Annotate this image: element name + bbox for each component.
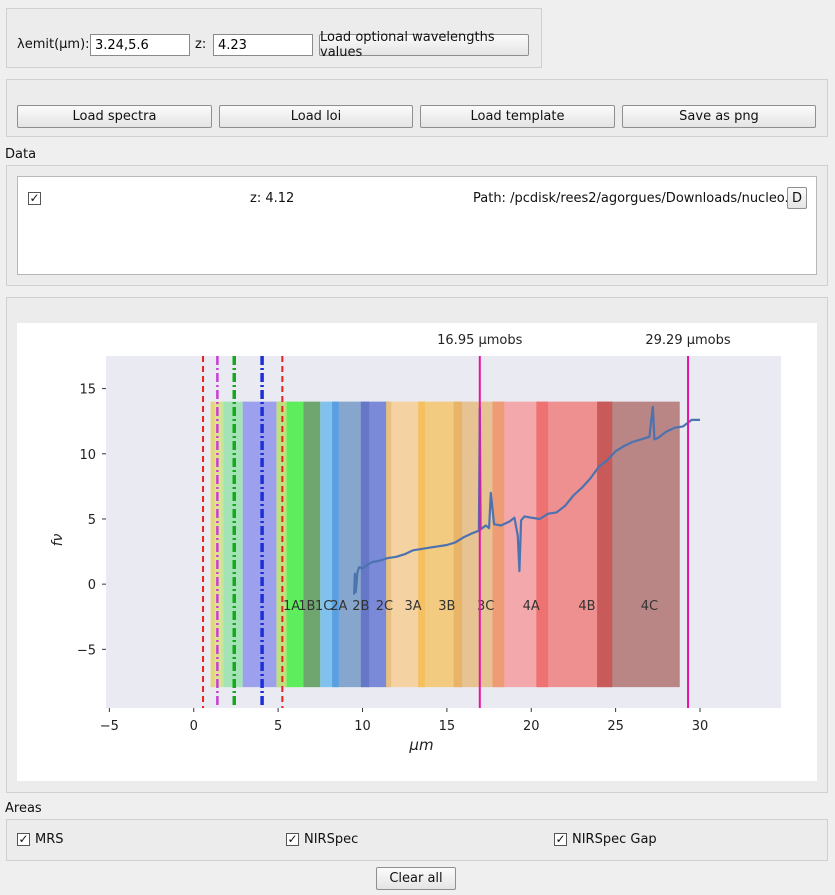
- areas-section-title: Areas: [5, 801, 42, 816]
- band-label-3C: 3C: [477, 599, 494, 614]
- wavelength-band-3: [220, 401, 224, 688]
- mrs-checkbox[interactable]: ✓: [17, 832, 30, 846]
- band-label-4B: 4B: [578, 599, 595, 614]
- y-tick-label-4: −5: [77, 643, 96, 658]
- y-tick-label-2: 5: [88, 513, 96, 528]
- wavelength-band-13: [419, 401, 459, 688]
- wavelength-band-12: [389, 401, 420, 688]
- areas-panel: ✓ MRS ✓ NIRSpec ✓ NIRSpec Gap: [6, 819, 828, 861]
- band-label-1B: 1B: [298, 599, 315, 614]
- load-optional-wavelengths-button[interactable]: Load optional wavelengths values: [319, 30, 529, 60]
- y-tick-label-1: 10: [79, 448, 96, 463]
- parameters-panel: λemit(μm): z: Load optional wavelengths …: [6, 8, 542, 68]
- band-label-3A: 3A: [405, 599, 422, 614]
- y-tick-label-3: 0: [88, 578, 96, 593]
- data-row-path: Path: /pcdisk/rees2/agorgues/Downloads/n…: [473, 191, 807, 206]
- z-label: z:: [195, 37, 207, 52]
- y-tick-label-0: 15: [79, 383, 96, 398]
- data-list: ✓ z: 4.12 Path: /pcdisk/rees2/agorgues/D…: [17, 176, 817, 275]
- load-loi-button[interactable]: Load loi: [219, 105, 413, 128]
- nirspec-gap-label[interactable]: NIRSpec Gap: [572, 832, 657, 847]
- x-tick-label-4: 15: [439, 719, 456, 734]
- wavelength-band-1: [214, 401, 218, 688]
- spectrum-line-0: [353, 405, 700, 595]
- z-input[interactable]: [213, 34, 313, 56]
- band-overlap-3: [418, 401, 425, 688]
- nirspec-checkbox[interactable]: ✓: [286, 832, 299, 846]
- band-overlap-4: [453, 401, 463, 688]
- nirspec-label[interactable]: NIRSpec: [304, 832, 359, 847]
- mrs-label[interactable]: MRS: [35, 832, 64, 847]
- x-tick-label-6: 25: [607, 719, 624, 734]
- plot-panel: 1A 1B 1C 2A 2B 2C 3A 3B 3C 4A 4B 4C 16.95 μmobs 29.29…: [6, 297, 828, 793]
- data-row-checkbox[interactable]: ✓: [28, 191, 41, 205]
- wavelength-band-16: [541, 401, 608, 688]
- band-label-4A: 4A: [523, 599, 540, 614]
- x-axis-label: μm: [408, 736, 433, 754]
- x-tick-label-5: 20: [523, 719, 540, 734]
- band-label-4C: 4C: [641, 599, 658, 614]
- band-overlap-2: [386, 401, 392, 688]
- data-section-title: Data: [5, 147, 37, 162]
- wavelength-band-17: [607, 401, 680, 688]
- nirspec-gap-checkbox[interactable]: ✓: [554, 832, 567, 846]
- lambda-emit-input[interactable]: [90, 34, 190, 56]
- x-tick-label-7: 30: [692, 719, 709, 734]
- wavelength-band-8: [303, 401, 321, 688]
- wavelength-band-14: [458, 401, 496, 688]
- toolbar-panel: Load spectra Load loi Load template Save…: [6, 79, 828, 137]
- data-panel: ✓ z: 4.12 Path: /pcdisk/rees2/agorgues/D…: [6, 165, 828, 286]
- x-tick-label-1: 0: [190, 719, 198, 734]
- band-label-1C: 1C: [315, 599, 332, 614]
- wavelength-band-7: [286, 401, 304, 688]
- data-row-delete-button[interactable]: D: [787, 187, 807, 209]
- plot-canvas[interactable]: 1A 1B 1C 2A 2B 2C 3A 3B 3C 4A 4B 4C 16.95 μmobs 29.29…: [17, 323, 817, 781]
- obs-wavelength-annotation-1: 29.29 μmobs: [645, 333, 730, 348]
- clear-all-button[interactable]: Clear all: [376, 867, 456, 890]
- wavelength-band-2: [217, 401, 221, 688]
- wavelength-band-10: [338, 401, 363, 688]
- band-label-3B: 3B: [438, 599, 455, 614]
- band-label-2C: 2C: [376, 599, 393, 614]
- x-tick-label-3: 10: [354, 719, 371, 734]
- load-spectra-button[interactable]: Load spectra: [17, 105, 212, 128]
- lambda-emit-label: λemit(μm):: [17, 37, 90, 52]
- band-overlap-1: [332, 401, 339, 688]
- band-overlap-0: [360, 401, 370, 688]
- x-tick-label-2: 5: [274, 719, 282, 734]
- data-row-z: z: 4.12: [250, 191, 295, 206]
- wavelength-band-0: [210, 401, 215, 688]
- load-template-button[interactable]: Load template: [420, 105, 615, 128]
- obs-wavelength-annotation-0: 16.95 μmobs: [437, 333, 522, 348]
- y-axis-label: fν: [50, 533, 66, 546]
- band-overlap-5: [492, 401, 505, 688]
- band-overlap-7: [597, 401, 613, 688]
- save-as-png-button[interactable]: Save as png: [622, 105, 816, 128]
- band-label-2A: 2A: [330, 599, 347, 614]
- band-overlap-6: [536, 401, 549, 688]
- x-tick-label-0: −5: [100, 719, 119, 734]
- band-label-2B: 2B: [352, 599, 369, 614]
- band-label-1A: 1A: [283, 599, 300, 614]
